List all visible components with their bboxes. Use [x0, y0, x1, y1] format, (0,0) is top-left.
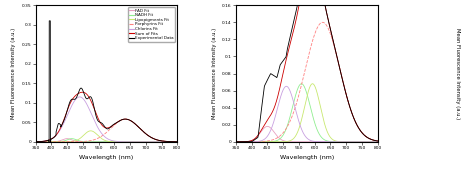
- Y-axis label: Mean Fluorescence Intensity (a.u.): Mean Fluorescence Intensity (a.u.): [11, 28, 16, 119]
- Legend: FAD Fit, NADH Fit, Lipopigments Fit, Porphyrins Fit, Chlorins Fit, Sum of Fits, : FAD Fit, NADH Fit, Lipopigments Fit, Por…: [128, 7, 175, 42]
- Text: Mean Fluorescence Intensity (a.u.): Mean Fluorescence Intensity (a.u.): [455, 28, 460, 119]
- X-axis label: Wavelength (nm): Wavelength (nm): [280, 155, 334, 160]
- Y-axis label: Mean Fluorescence Intensity (a.u.): Mean Fluorescence Intensity (a.u.): [211, 28, 217, 119]
- X-axis label: Wavelength (nm): Wavelength (nm): [79, 155, 134, 160]
